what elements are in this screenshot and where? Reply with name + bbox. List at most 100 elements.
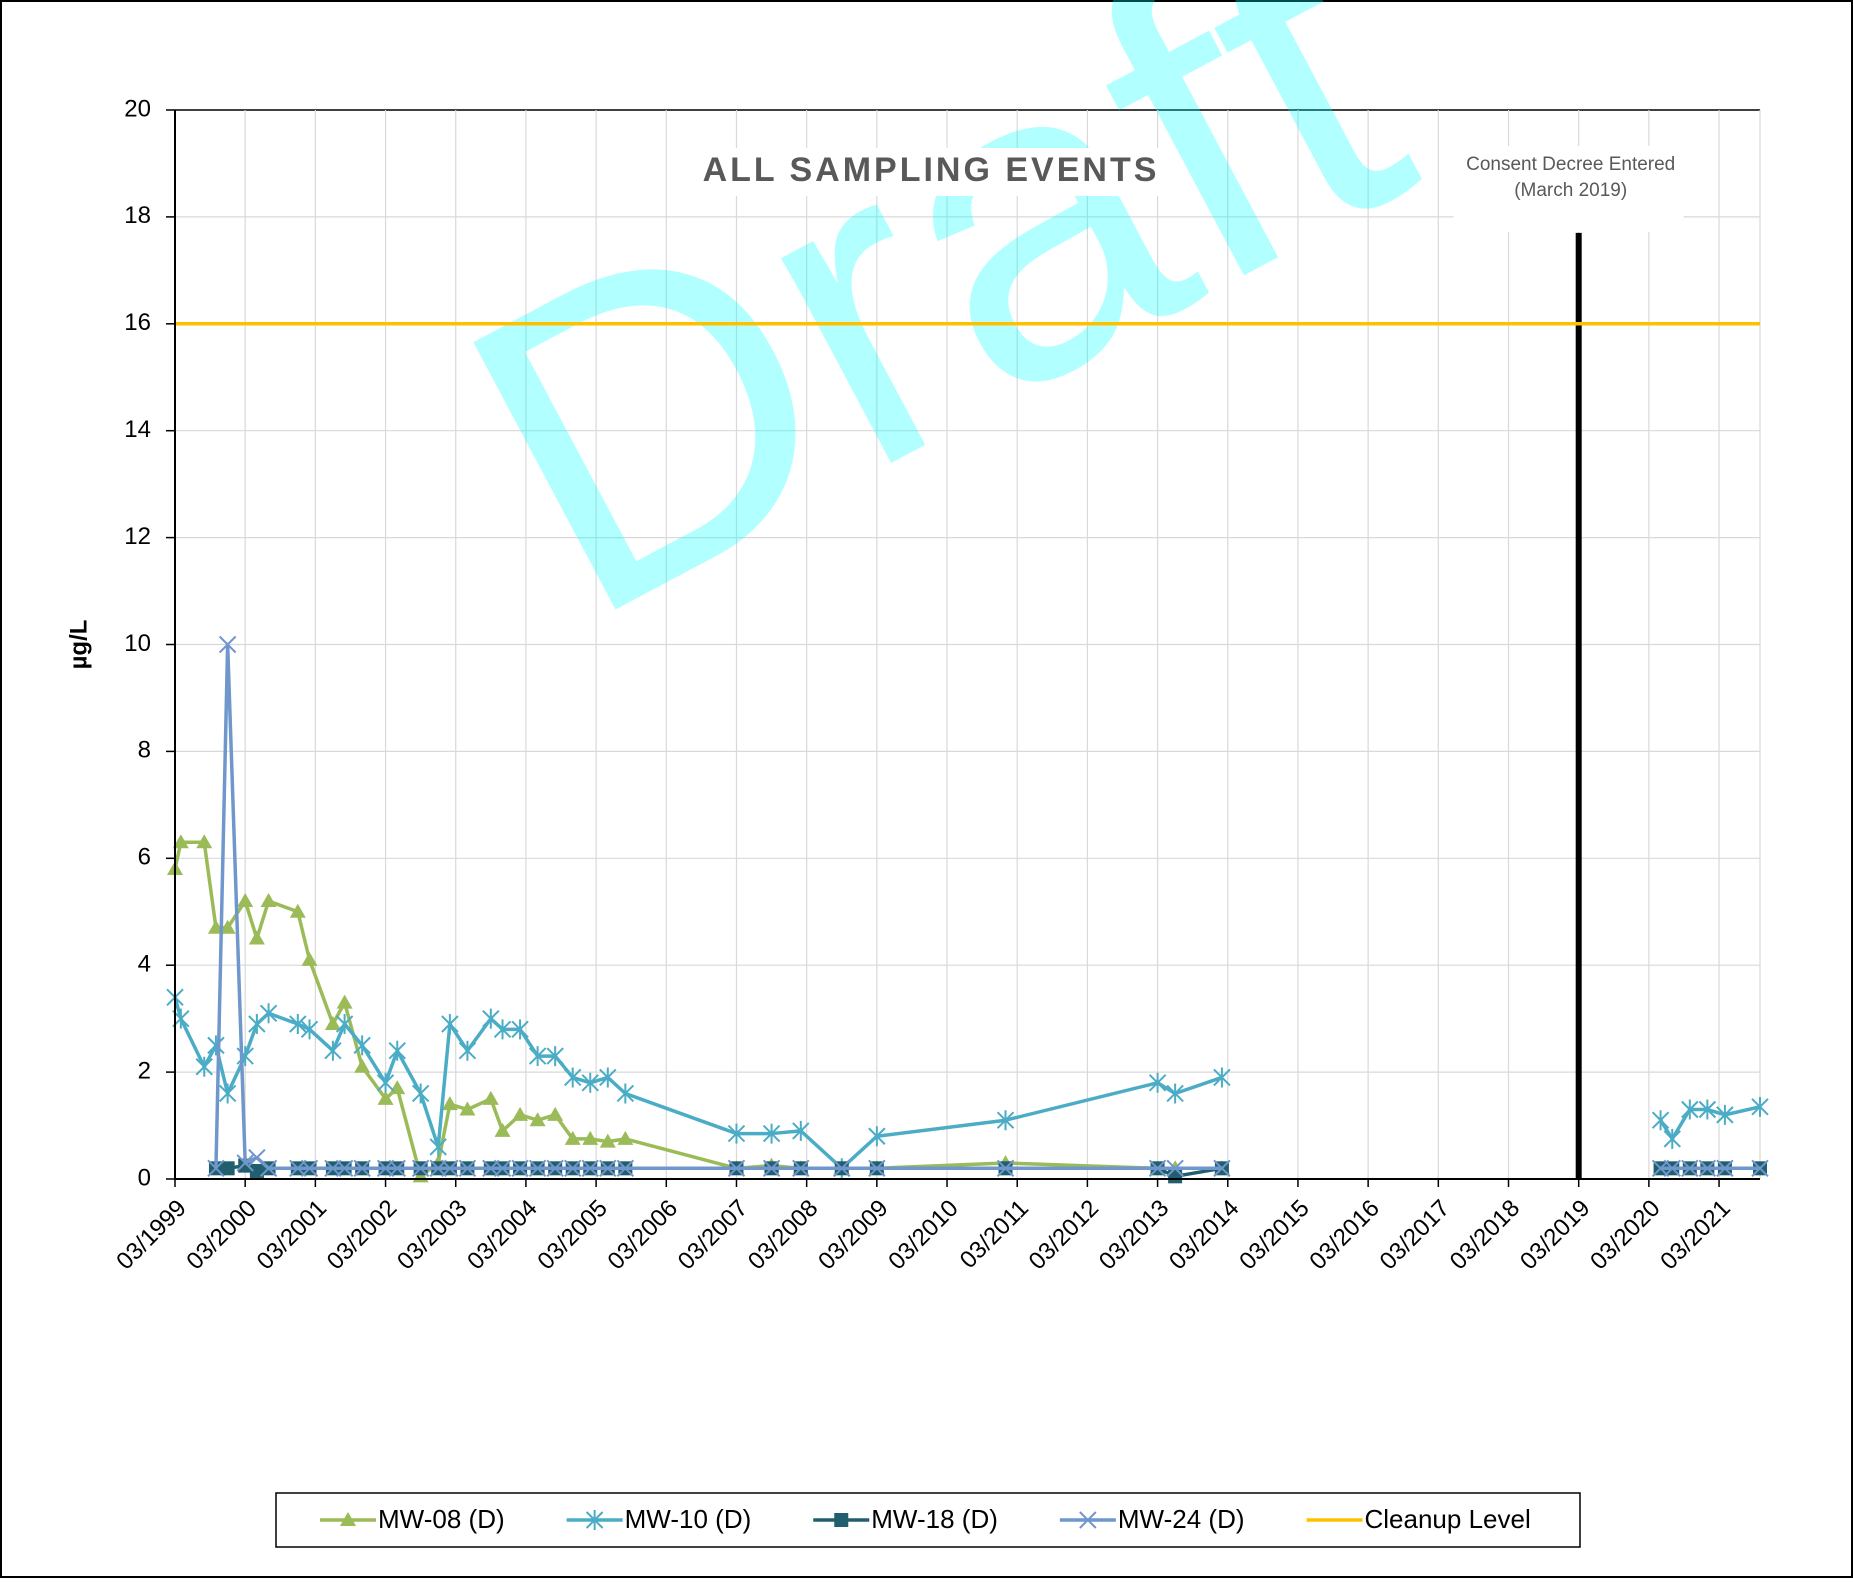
marker: [1166, 1159, 1184, 1178]
marker: [353, 1035, 371, 1056]
marker: [336, 994, 353, 1009]
marker: [582, 1130, 599, 1145]
marker: [494, 1122, 511, 1137]
annotation-text: (March 2019): [1514, 180, 1627, 201]
marker: [300, 1019, 319, 1040]
marker: [996, 1110, 1015, 1131]
marker: [617, 1130, 634, 1145]
marker: [459, 1101, 476, 1116]
marker: [429, 1136, 447, 1157]
marker: [1166, 1083, 1184, 1104]
marker: [581, 1072, 599, 1093]
marker: [834, 1513, 849, 1527]
marker: [260, 893, 277, 908]
marker: [219, 919, 236, 934]
marker: [236, 1154, 254, 1172]
marker: [564, 1130, 581, 1145]
marker: [482, 1090, 499, 1105]
y-axis-label: µg/L: [65, 620, 92, 670]
marker: [195, 1056, 213, 1077]
y-tick-label: 12: [124, 523, 151, 550]
legend-label: MW-18 (D): [871, 1504, 998, 1534]
marker: [616, 1083, 635, 1104]
marker: [1716, 1159, 1734, 1178]
marker: [1663, 1128, 1681, 1149]
marker: [493, 1159, 512, 1178]
marker: [259, 1003, 278, 1024]
marker: [218, 635, 237, 654]
y-tick-label: 10: [124, 630, 151, 657]
y-tick-label: 4: [138, 951, 151, 978]
marker: [511, 1019, 529, 1040]
marker: [599, 1133, 616, 1148]
legend-label: MW-08 (D): [378, 1504, 505, 1534]
marker: [289, 903, 306, 918]
marker: [259, 1159, 278, 1178]
marker: [237, 893, 254, 908]
marker: [220, 1161, 235, 1176]
marker: [353, 1159, 371, 1178]
marker: [1698, 1099, 1717, 1120]
y-tick-label: 2: [138, 1057, 151, 1084]
marker: [547, 1106, 564, 1121]
legend-item: MW-08 (D): [320, 1504, 505, 1534]
marker: [727, 1123, 746, 1144]
legend-label: Cleanup Level: [1365, 1504, 1531, 1534]
marker: [792, 1159, 810, 1178]
marker: [300, 1159, 319, 1178]
marker: [546, 1046, 564, 1067]
marker: [616, 1159, 635, 1178]
legend-item: MW-24 (D): [1059, 1504, 1245, 1534]
y-tick-label: 14: [124, 416, 151, 443]
legend-label: MW-24 (D): [1118, 1504, 1245, 1534]
marker: [1716, 1104, 1734, 1125]
y-tick-label: 20: [124, 95, 151, 122]
marker: [376, 1072, 395, 1093]
marker: [248, 930, 265, 945]
series-line: [214, 642, 1760, 1171]
marker: [528, 1159, 547, 1178]
marker: [411, 1083, 430, 1104]
legend-item: Cleanup Level: [1306, 1504, 1531, 1534]
marker: [1751, 1096, 1769, 1117]
marker: [388, 1159, 406, 1178]
marker: [458, 1040, 477, 1061]
legend-label: MW-10 (D): [625, 1504, 752, 1534]
marker: [301, 951, 318, 966]
marker: [1213, 1159, 1231, 1178]
marker: [377, 1090, 394, 1105]
marker: [1079, 1511, 1097, 1529]
marker: [529, 1112, 546, 1127]
marker: [599, 1159, 617, 1178]
marker: [196, 834, 213, 849]
marker: [441, 1096, 458, 1111]
marker: [833, 1159, 851, 1178]
marker: [324, 1015, 341, 1030]
y-tick-label: 6: [138, 844, 151, 871]
marker: [996, 1159, 1015, 1178]
marker: [458, 1159, 477, 1178]
marker: [289, 1013, 307, 1034]
marker: [335, 1013, 354, 1034]
marker: [528, 1046, 547, 1067]
marker: [1148, 1159, 1167, 1178]
legend-item: MW-18 (D): [813, 1504, 998, 1534]
y-tick-label: 0: [138, 1164, 151, 1191]
y-tick-label: 18: [124, 202, 151, 229]
y-tick-label: 16: [124, 309, 151, 336]
marker: [249, 1163, 264, 1178]
marker: [546, 1159, 564, 1178]
marker: [511, 1159, 529, 1178]
marker: [868, 1126, 886, 1147]
marker: [868, 1159, 886, 1178]
marker: [1751, 1159, 1769, 1178]
marker: [1663, 1159, 1681, 1178]
legend-box: [275, 1492, 1581, 1548]
marker: [388, 1040, 406, 1061]
marker: [218, 1083, 237, 1104]
marker: [1168, 1169, 1183, 1184]
marker: [1148, 1072, 1167, 1093]
annotation-text: Consent Decree Entered: [1466, 154, 1675, 175]
